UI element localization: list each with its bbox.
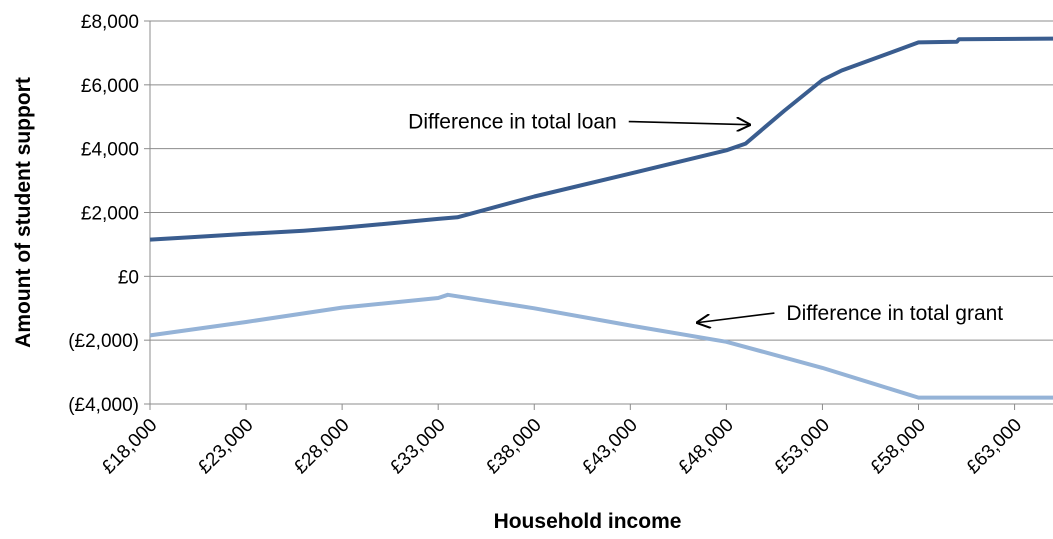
y-tick-label: £6,000 [81, 76, 139, 97]
gridlines [150, 20, 1053, 405]
x-tick-label: £43,000 [578, 415, 641, 478]
annotations: Difference in total loan Difference in to… [408, 111, 1003, 326]
annotation-label: Difference in total grant [786, 302, 1003, 325]
x-tick-label: £33,000 [386, 415, 449, 478]
loan-series-line [149, 36, 1053, 242]
x-tick-label: £28,000 [290, 415, 353, 478]
x-tick-label: £53,000 [771, 415, 834, 478]
y-axis-title: Amount of student support [12, 77, 35, 348]
y-tick-label: £4,000 [81, 140, 139, 161]
y-tick-label: £8,000 [81, 12, 139, 33]
annotation-arrow [628, 122, 750, 125]
x-axis-title: Household income [494, 510, 682, 533]
x-tick-label: £23,000 [194, 415, 257, 478]
y-tick-label: (£2,000) [68, 331, 139, 352]
grant-series-line [149, 292, 1053, 400]
y-tick-label: (£4,000) [68, 395, 139, 416]
annotation-label: Difference in total loan [408, 111, 617, 134]
x-tick-label: £63,000 [963, 415, 1026, 478]
x-tick-label: £18,000 [98, 415, 161, 478]
x-tick-label: £38,000 [482, 415, 545, 478]
y-tick-label: £0 [118, 267, 139, 288]
annotation-arrow [698, 312, 775, 323]
tick-labels: £8,000 £6,000 £4,000 £2,000 £0 (£2,000) (£4,00… [68, 12, 1026, 478]
axes [144, 20, 1016, 410]
x-tick-label: £58,000 [867, 415, 930, 478]
x-tick-label: £48,000 [674, 415, 737, 478]
y-tick-label: £2,000 [81, 204, 139, 225]
series-lines [149, 36, 1053, 400]
